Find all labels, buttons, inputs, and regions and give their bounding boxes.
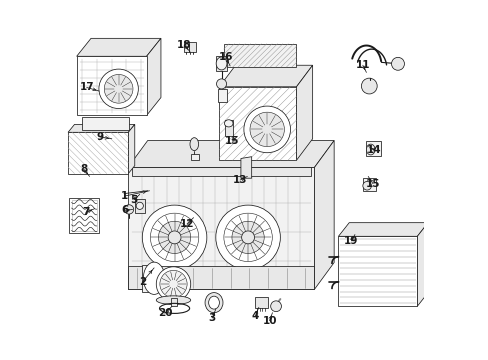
- Bar: [131, 167, 310, 176]
- Text: 10: 10: [262, 316, 276, 325]
- Text: 20: 20: [157, 309, 172, 318]
- Text: 15: 15: [365, 179, 379, 189]
- Ellipse shape: [216, 79, 226, 89]
- Text: 12: 12: [180, 219, 194, 229]
- Bar: [362, 178, 376, 192]
- Ellipse shape: [160, 270, 187, 298]
- Text: 16: 16: [218, 52, 233, 62]
- Text: 3: 3: [208, 313, 215, 323]
- Bar: [77, 56, 146, 116]
- Text: 1: 1: [121, 191, 128, 201]
- Bar: [255, 297, 267, 309]
- Text: 4: 4: [251, 311, 259, 321]
- Bar: [68, 132, 128, 174]
- Text: 11: 11: [355, 60, 369, 70]
- Bar: [142, 265, 156, 292]
- Bar: [215, 56, 227, 71]
- Ellipse shape: [99, 69, 138, 109]
- Ellipse shape: [224, 213, 272, 262]
- Ellipse shape: [224, 120, 233, 127]
- Polygon shape: [68, 125, 135, 132]
- Text: 8: 8: [80, 164, 87, 174]
- Polygon shape: [219, 65, 312, 87]
- Ellipse shape: [104, 75, 133, 103]
- Polygon shape: [241, 157, 251, 178]
- Text: 6: 6: [122, 206, 129, 216]
- Bar: [171, 298, 176, 306]
- Ellipse shape: [142, 205, 206, 270]
- Bar: [366, 141, 380, 156]
- Polygon shape: [128, 125, 135, 174]
- Ellipse shape: [156, 267, 190, 301]
- Bar: [223, 44, 296, 67]
- Text: 9: 9: [97, 132, 103, 142]
- Ellipse shape: [158, 221, 190, 253]
- Ellipse shape: [136, 202, 143, 210]
- Ellipse shape: [124, 205, 133, 214]
- Ellipse shape: [361, 78, 376, 94]
- Polygon shape: [338, 223, 427, 236]
- Polygon shape: [314, 140, 333, 289]
- Ellipse shape: [391, 57, 404, 70]
- Text: 2: 2: [139, 277, 145, 287]
- Ellipse shape: [204, 293, 223, 313]
- Text: 19: 19: [344, 236, 358, 246]
- Polygon shape: [296, 65, 312, 160]
- Polygon shape: [416, 223, 427, 306]
- Ellipse shape: [366, 144, 374, 155]
- Ellipse shape: [270, 301, 281, 312]
- Polygon shape: [146, 39, 161, 116]
- Ellipse shape: [190, 138, 198, 150]
- Ellipse shape: [143, 262, 164, 294]
- Text: 7: 7: [82, 207, 89, 217]
- Text: 18: 18: [177, 40, 191, 50]
- Text: 15: 15: [224, 136, 239, 146]
- Ellipse shape: [249, 112, 284, 147]
- Bar: [135, 199, 144, 213]
- Bar: [224, 120, 232, 136]
- Bar: [128, 167, 314, 289]
- Bar: [69, 198, 99, 233]
- Bar: [219, 87, 296, 160]
- Bar: [82, 117, 129, 130]
- Ellipse shape: [244, 106, 290, 153]
- Polygon shape: [128, 140, 333, 167]
- Ellipse shape: [216, 57, 226, 70]
- Ellipse shape: [150, 213, 198, 262]
- Text: 14: 14: [366, 144, 381, 154]
- Ellipse shape: [156, 296, 190, 305]
- Bar: [128, 266, 314, 289]
- Ellipse shape: [215, 205, 280, 270]
- Ellipse shape: [168, 231, 181, 244]
- Text: 5: 5: [130, 195, 138, 205]
- Bar: [217, 89, 226, 102]
- Bar: [190, 154, 198, 160]
- Ellipse shape: [362, 181, 371, 190]
- Bar: [338, 236, 416, 306]
- Bar: [184, 41, 195, 51]
- Ellipse shape: [208, 296, 219, 309]
- Text: 13: 13: [232, 175, 247, 185]
- Polygon shape: [77, 39, 161, 56]
- Ellipse shape: [231, 221, 264, 253]
- Text: 17: 17: [79, 82, 94, 93]
- Ellipse shape: [241, 231, 254, 244]
- Bar: [72, 200, 97, 231]
